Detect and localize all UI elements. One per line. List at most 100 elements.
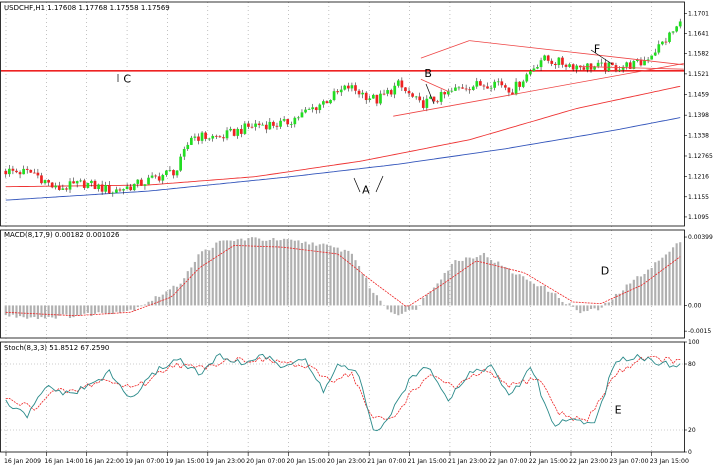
candle-bull (97, 184, 100, 189)
macd-histogram-bar (175, 286, 179, 306)
candle-bull (414, 96, 418, 98)
macd-histogram-bar (675, 243, 678, 306)
macd-histogram-bar (475, 257, 478, 306)
candle-bear (664, 41, 668, 43)
macd-histogram-bar (593, 305, 596, 309)
macd-histogram-bar (254, 237, 257, 306)
macd-histogram-bar (308, 244, 311, 306)
macd-histogram-bar (72, 305, 75, 318)
panel-border (0, 341, 685, 453)
macd-histogram-bar (200, 251, 204, 306)
candle-bull (300, 112, 304, 118)
macd-histogram-bar (636, 276, 639, 306)
macd-histogram-bar (589, 305, 593, 309)
candle-bull (618, 69, 621, 71)
candle-bear (582, 67, 586, 70)
candle-bull (318, 104, 322, 111)
candle-bull (268, 121, 272, 130)
macd-histogram-bar (104, 305, 107, 314)
macd-histogram-bar (126, 305, 129, 311)
price-panel-header: USDCHF,H1 1.17608 1.17768 1.17558 1.1756… (4, 4, 170, 12)
candle-bear (107, 184, 111, 194)
candle-bull (646, 59, 650, 61)
macd-histogram-bar (500, 265, 503, 306)
candle-bear (82, 180, 86, 188)
candle-bear (404, 87, 407, 92)
candle-bull (650, 55, 654, 60)
candle-bear (571, 64, 575, 70)
macd-histogram-bar (393, 305, 396, 314)
candle-bear (325, 101, 329, 104)
candle-bull (111, 192, 115, 194)
macd-histogram-bar (415, 305, 418, 310)
macd-histogram-bar (543, 285, 546, 306)
candle-bull (132, 183, 136, 191)
macd-histogram-bar (51, 305, 54, 318)
candle-bull (596, 62, 600, 67)
macd-histogram-bar (33, 305, 36, 318)
macd-histogram-bar (504, 266, 507, 306)
macd-histogram-bar (557, 298, 560, 306)
candle-bear (118, 189, 122, 191)
candle-bear (247, 123, 250, 127)
macd-histogram-bar (418, 305, 421, 306)
moving-average-slow (5, 117, 681, 201)
macd-histogram-bar (4, 305, 7, 316)
candle-bull (200, 132, 204, 141)
candle-bull (593, 66, 596, 70)
candle-bull (339, 89, 343, 93)
macd-histogram-bar (208, 250, 211, 306)
macd-histogram-bar (36, 305, 39, 320)
candle-bear (564, 64, 568, 67)
candle-bull (343, 85, 347, 90)
macd-histogram-bar (400, 305, 403, 314)
macd-histogram-bar (597, 305, 600, 311)
candle-bear (47, 180, 50, 183)
macd-histogram-bar (272, 237, 275, 306)
candle-bull (322, 101, 325, 105)
macd-histogram-bar (222, 240, 225, 306)
macd-histogram-bar (647, 269, 650, 306)
macd-histogram-bar (482, 252, 486, 306)
candle-bear (507, 87, 511, 93)
candle-bull (625, 62, 629, 67)
candle-bear (93, 180, 97, 189)
candle-bull (521, 81, 525, 87)
candle-bear (214, 135, 218, 137)
candle-bear (272, 121, 275, 126)
macd-histogram-bar (236, 239, 239, 306)
stochastic-panel: 100 80 20 0 E (1, 339, 700, 456)
macd-histogram-bar (229, 240, 232, 306)
candle-bear (275, 125, 279, 127)
candle-bear (418, 96, 422, 101)
macd-histogram-bar (197, 254, 200, 306)
macd-histogram-bar (240, 238, 243, 306)
macd-histogram-bar (43, 305, 47, 319)
macd-histogram-bar (507, 268, 511, 306)
candle-bull (182, 149, 186, 157)
macd-histogram-bar (586, 305, 589, 311)
candle-bear (222, 137, 225, 139)
candle-bull (532, 68, 536, 71)
annotation-label: A (362, 183, 370, 196)
x-tick-label: 19 Jan 15:00 (165, 458, 204, 465)
candle-bull (90, 180, 93, 184)
candle-bull (446, 91, 450, 95)
candle-bear (154, 175, 158, 177)
candle-bear (461, 87, 464, 89)
candle-bull (7, 168, 11, 175)
macd-histogram-bar (179, 283, 182, 306)
macd-histogram-bar (568, 303, 571, 306)
candle-bull (653, 52, 657, 56)
panel-border (0, 229, 685, 339)
macd-histogram-bar (40, 305, 43, 318)
candle-bear (611, 62, 614, 66)
macd-histogram-bar (654, 262, 657, 306)
candle-bear (511, 92, 514, 95)
price-y-tick-label: 1.1459 (688, 92, 709, 99)
candle-bear (57, 185, 61, 190)
macd-histogram-bar (61, 305, 64, 315)
macd-histogram-bar (168, 289, 172, 306)
candle-bear (25, 168, 29, 170)
